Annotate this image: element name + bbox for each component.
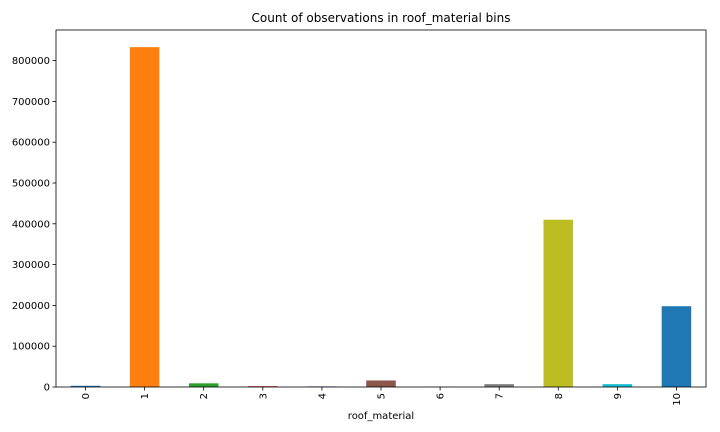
- x-tick-label-8: 8: [554, 393, 565, 399]
- x-tick-label-0: 0: [81, 393, 92, 399]
- y-tick-label-7: 700000: [12, 97, 50, 108]
- y-tick-label-8: 800000: [12, 56, 50, 67]
- x-tick-label-2: 2: [199, 393, 210, 399]
- bar-5: [366, 380, 396, 387]
- x-axis-ticks: 0 1 2 3 4 5 6 7 8 9 10: [81, 387, 683, 406]
- x-tick-label-3: 3: [258, 393, 269, 399]
- bar-9: [602, 384, 633, 387]
- bar-0: [70, 385, 101, 387]
- y-tick-label-2: 200000: [12, 301, 50, 312]
- bar-7: [484, 384, 514, 387]
- bar-3: [248, 386, 278, 387]
- bars-group: [70, 47, 692, 388]
- x-tick-label-4: 4: [317, 393, 328, 399]
- x-tick-label-10: 10: [672, 393, 683, 406]
- y-tick-label-5: 500000: [12, 179, 50, 190]
- bar-8: [543, 219, 574, 387]
- y-tick-label-0: 0: [44, 383, 50, 394]
- x-tick-label-9: 9: [613, 393, 624, 399]
- y-tick-label-1: 100000: [12, 342, 50, 353]
- x-tick-label-7: 7: [495, 393, 506, 399]
- bar-1: [129, 47, 160, 388]
- bar-10: [661, 306, 692, 387]
- bar-2: [188, 383, 219, 387]
- x-axis-label: roof_material: [348, 411, 414, 422]
- x-tick-label-6: 6: [436, 393, 447, 399]
- chart-title: Count of observations in roof_material b…: [252, 11, 511, 25]
- y-tick-label-6: 600000: [12, 138, 50, 149]
- y-tick-label-4: 400000: [12, 219, 50, 230]
- y-tick-label-3: 300000: [12, 260, 50, 271]
- x-tick-label-5: 5: [377, 393, 388, 399]
- x-tick-label-1: 1: [140, 393, 151, 399]
- y-axis-ticks: 0 100000 200000 300000 400000 500000 600000 700…: [12, 56, 56, 394]
- plot-frame: [55, 29, 707, 388]
